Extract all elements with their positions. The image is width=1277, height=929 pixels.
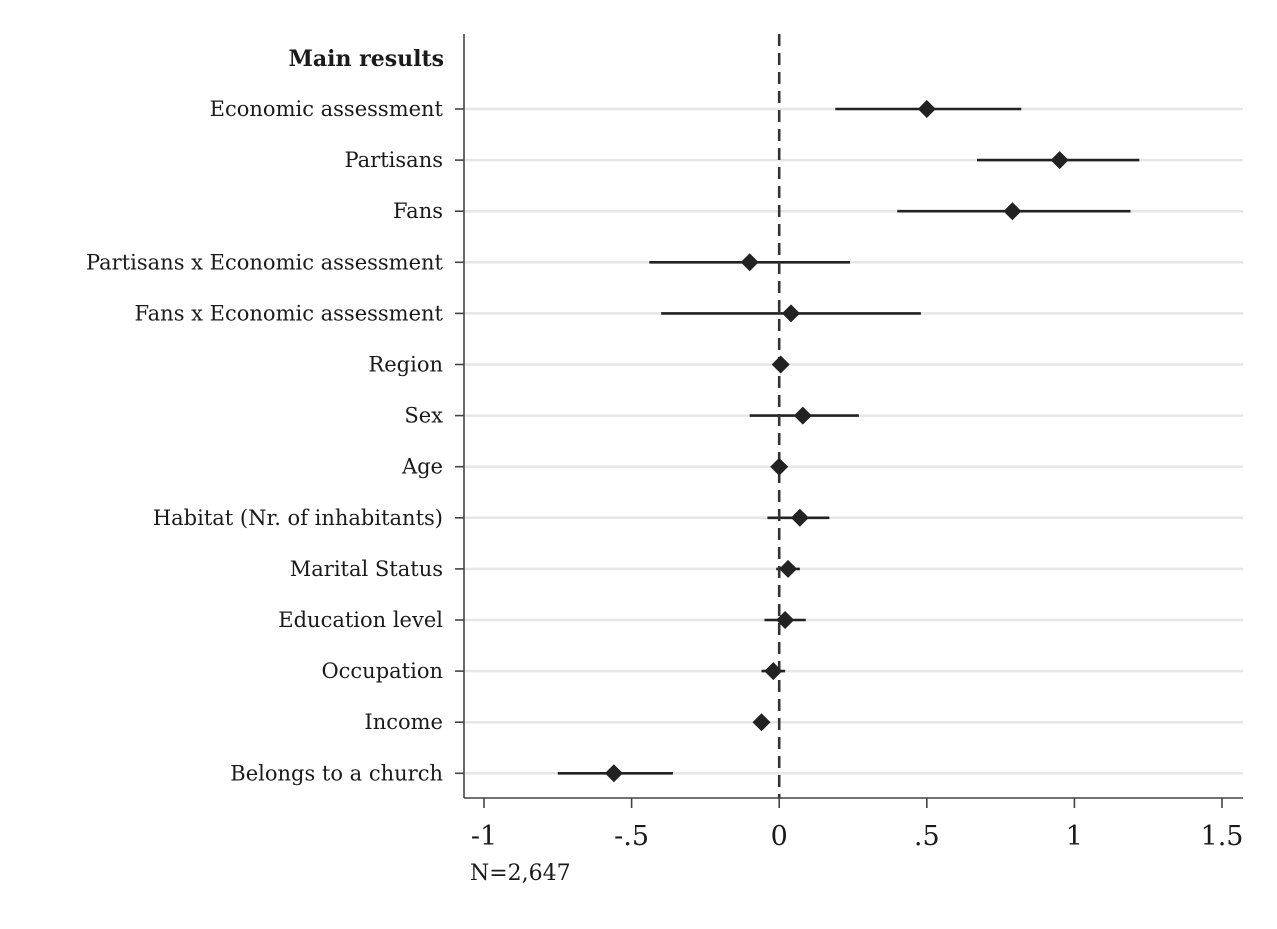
category-label: Economic assessment [210, 97, 444, 121]
category-label: Sex [404, 404, 443, 428]
point-estimates [604, 100, 1069, 783]
sample-size-note: N=2,647 [470, 861, 571, 886]
x-tick-label: -.5 [614, 821, 649, 852]
category-label: Fans x Economic assessment [135, 301, 444, 325]
category-label: Occupation [321, 659, 443, 683]
category-label: Education level [278, 608, 443, 632]
point-estimate-marker [790, 508, 809, 527]
category-label: Partisans x Economic assessment [86, 250, 444, 274]
point-estimate-marker [917, 100, 936, 118]
point-estimate-marker [770, 457, 789, 476]
category-label: Fans [393, 199, 443, 223]
x-tick-label: 1 [1066, 821, 1083, 852]
x-tick-label: 0 [771, 821, 788, 852]
category-label: Habitat (Nr. of inhabitants) [153, 506, 443, 530]
group-label: Main results [289, 46, 445, 72]
point-estimate-marker [752, 713, 771, 732]
category-label: Partisans [345, 148, 444, 172]
x-ticks: -1 -.5 0 .5 1 1.5 [455, 108, 1244, 852]
point-estimate-marker [604, 764, 623, 783]
point-estimate-marker [740, 253, 759, 272]
x-tick-label: -1 [471, 821, 497, 852]
confidence-intervals [557, 107, 1140, 775]
category-label: Income [364, 710, 443, 734]
point-estimate-marker [793, 406, 812, 425]
point-estimate-marker [776, 611, 795, 629]
point-estimate-marker [771, 355, 790, 374]
x-tick-label: 1.5 [1201, 821, 1244, 852]
point-estimate-marker [764, 662, 783, 681]
x-tick-label: .5 [914, 821, 940, 852]
gridlines [464, 107, 1243, 775]
category-labels: Economic assessment Partisans Fans Partisan… [86, 97, 444, 785]
point-estimate-marker [779, 559, 798, 578]
category-label: Region [368, 353, 443, 377]
category-label: Marital Status [290, 557, 443, 581]
point-estimate-marker [782, 304, 801, 323]
category-label: Belongs to a church [230, 761, 443, 785]
category-label: Age [401, 455, 443, 479]
point-estimate-marker [1050, 151, 1069, 170]
point-estimate-marker [1003, 202, 1022, 221]
